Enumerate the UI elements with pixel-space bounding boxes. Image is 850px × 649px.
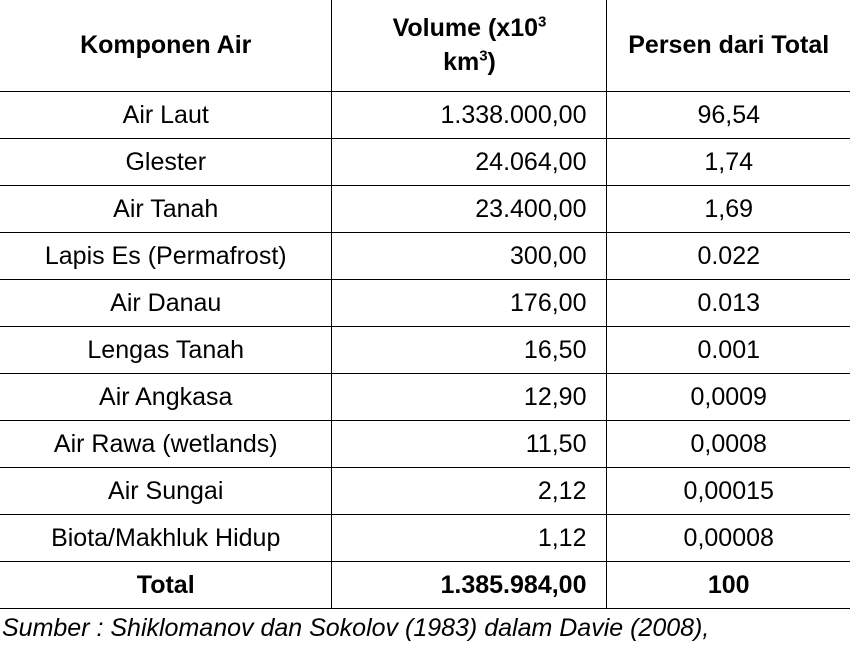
table-row: Air Rawa (wetlands) 11,50 0,0008 — [0, 420, 850, 468]
cell-volume: 24.064,00 — [331, 138, 608, 186]
cell-volume: 11,50 — [331, 420, 608, 468]
cell-component: Biota/Makhluk Hidup — [0, 514, 333, 562]
cell-volume: 2,12 — [331, 467, 608, 515]
header-volume-unit-exp: 3 — [479, 47, 488, 65]
header-percent: Persen dari Total — [606, 0, 850, 92]
header-volume: Volume (x103 km3) — [331, 0, 608, 92]
table-header-row: Komponen Air Volume (x103 km3) Persen dar… — [0, 0, 850, 92]
table-row: Glester 24.064,00 1,74 — [0, 138, 850, 186]
cell-percent: 0.001 — [606, 326, 850, 374]
cell-percent: 1,74 — [606, 138, 850, 186]
cell-volume: 1.338.000,00 — [331, 91, 608, 139]
header-component: Komponen Air — [0, 0, 333, 92]
table-row: Air Tanah 23.400,00 1,69 — [0, 185, 850, 233]
cell-volume: 16,50 — [331, 326, 608, 374]
table-row: Lapis Es (Permafrost) 300,00 0.022 — [0, 232, 850, 280]
cell-volume: 1.385.984,00 — [331, 561, 608, 609]
cell-component: Glester — [0, 138, 333, 186]
cell-percent: 0,0009 — [606, 373, 850, 421]
table-body: Air Laut 1.338.000,00 96,54 Glester 24.064,0… — [0, 91, 850, 609]
cell-percent: 96,54 — [606, 91, 850, 139]
table-row: Lengas Tanah 16,50 0.001 — [0, 326, 850, 374]
table-row: Air Sungai 2,12 0,00015 — [0, 467, 850, 515]
header-volume-unit: km — [443, 47, 480, 76]
table-row: Air Danau 176,00 0.013 — [0, 279, 850, 327]
cell-percent: 0,00008 — [606, 514, 850, 562]
cell-component: Lapis Es (Permafrost) — [0, 232, 333, 280]
source-caption: Sumber : Shiklomanov dan Sokolov (1983) … — [2, 614, 710, 642]
header-volume-prefix: Volume (x10 — [392, 13, 539, 42]
cell-component: Total — [0, 561, 333, 609]
cell-volume: 23.400,00 — [331, 185, 608, 233]
cell-component: Lengas Tanah — [0, 326, 333, 374]
cell-component: Air Angkasa — [0, 373, 333, 421]
cell-percent: 100 — [606, 561, 850, 609]
cell-component: Air Tanah — [0, 185, 333, 233]
cell-percent: 1,69 — [606, 185, 850, 233]
cell-volume: 1,12 — [331, 514, 608, 562]
cell-volume: 12,90 — [331, 373, 608, 421]
cell-percent: 0,0008 — [606, 420, 850, 468]
cell-component: Air Danau — [0, 279, 333, 327]
table-row: Air Laut 1.338.000,00 96,54 — [0, 91, 850, 139]
cell-volume: 176,00 — [331, 279, 608, 327]
cell-component: Air Sungai — [0, 467, 333, 515]
cell-percent: 0.013 — [606, 279, 850, 327]
cell-percent: 0.022 — [606, 232, 850, 280]
cell-component: Air Rawa (wetlands) — [0, 420, 333, 468]
table-row: Biota/Makhluk Hidup 1,12 0,00008 — [0, 514, 850, 562]
table-row: Air Angkasa 12,90 0,0009 — [0, 373, 850, 421]
header-volume-exp: 3 — [538, 13, 547, 31]
cell-component: Air Laut — [0, 91, 333, 139]
header-volume-suffix: ) — [487, 47, 496, 76]
water-components-table: Komponen Air Volume (x103 km3) Persen dar… — [0, 0, 850, 609]
table-total-row: Total 1.385.984,00 100 — [0, 561, 850, 609]
cell-percent: 0,00015 — [606, 467, 850, 515]
cell-volume: 300,00 — [331, 232, 608, 280]
